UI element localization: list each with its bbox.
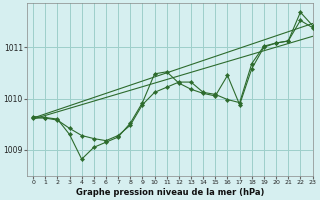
X-axis label: Graphe pression niveau de la mer (hPa): Graphe pression niveau de la mer (hPa) [76,188,264,197]
